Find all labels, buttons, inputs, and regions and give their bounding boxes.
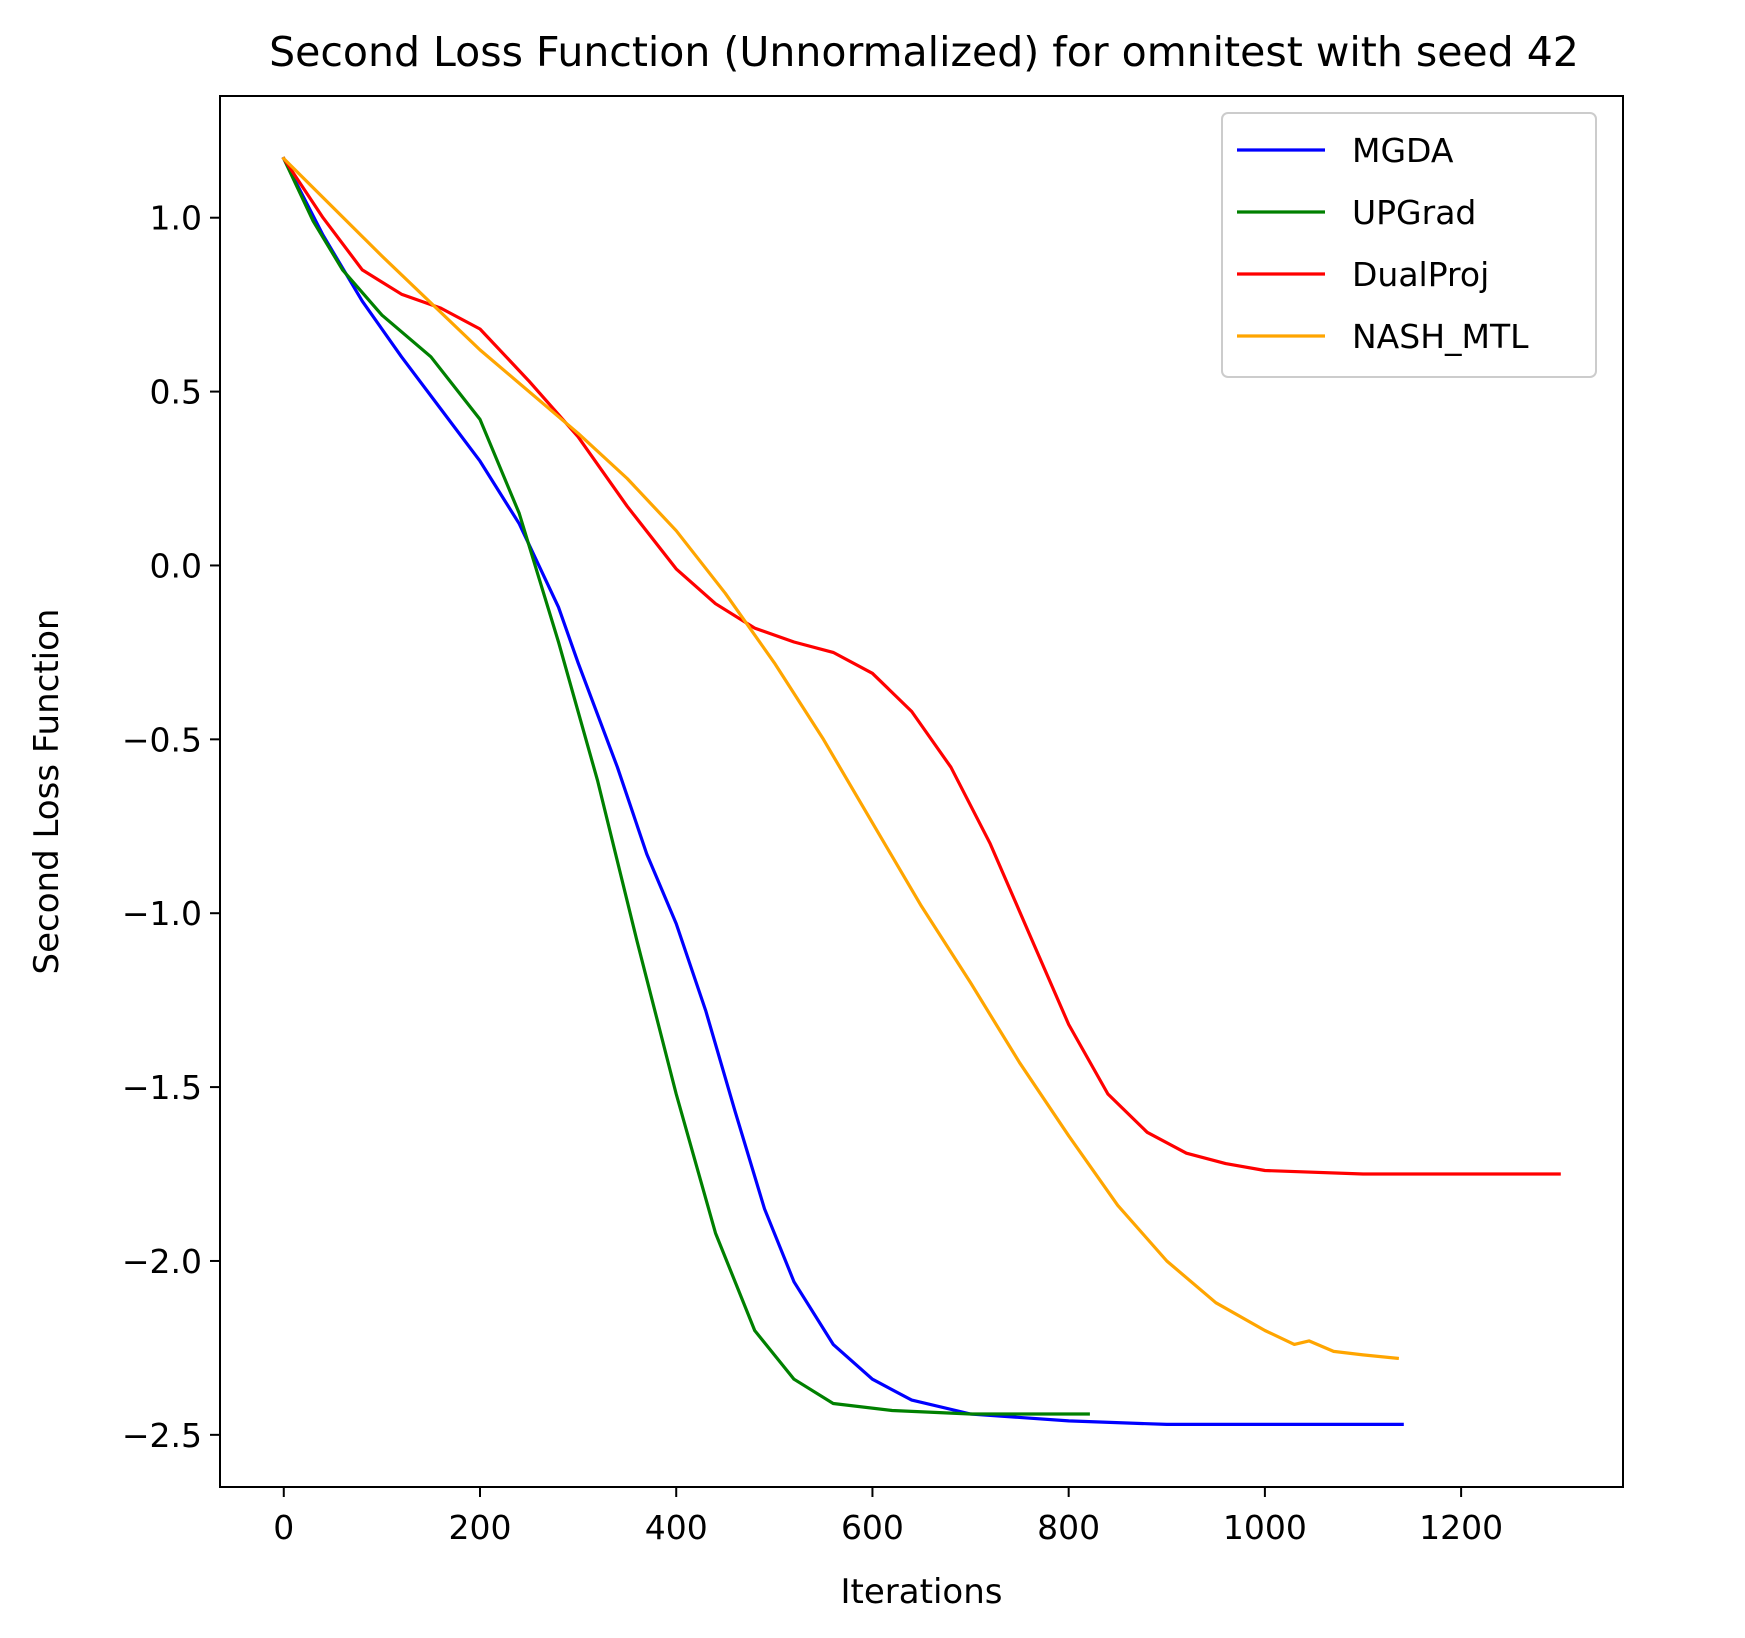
y-tick-label: 0.5: [150, 373, 202, 412]
x-tick-label: 0: [273, 1508, 294, 1547]
x-axis-label: Iterations: [841, 1572, 1003, 1612]
y-tick-label: −2.0: [122, 1242, 202, 1281]
y-tick-label: −2.5: [122, 1416, 202, 1455]
chart-title: Second Loss Function (Unnormalized) for …: [269, 28, 1579, 76]
x-axis: 0 200 400 600 800 1000 1200: [273, 1487, 1503, 1547]
legend-label-dualproj: DualProj: [1352, 255, 1489, 294]
x-tick-label: 1200: [1419, 1508, 1503, 1547]
series-line-dualproj: [281, 156, 1561, 1176]
plot-frame: [219, 95, 1624, 1488]
y-axis: 1.0 0.5 0.0 −0.5 −1.0 −1.5 −2.0 −2.5: [122, 199, 220, 1455]
legend-label-mgda: MGDA: [1352, 131, 1454, 170]
series-layer: [281, 156, 1561, 1426]
x-tick-label: 1000: [1223, 1508, 1307, 1547]
x-tick-label: 600: [841, 1508, 904, 1547]
legend-label-upgrad: UPGrad: [1352, 193, 1476, 232]
x-tick-label: 800: [1037, 1508, 1100, 1547]
y-tick-label: −1.5: [122, 1068, 202, 1107]
x-tick-label: 400: [645, 1508, 708, 1547]
legend-box: [1221, 112, 1597, 378]
series-line-upgrad: [281, 156, 1090, 1416]
y-tick-label: −1.0: [122, 894, 202, 933]
y-tick-label: 0.0: [150, 546, 202, 585]
y-tick-label: −0.5: [122, 720, 202, 759]
legend: MGDA UPGrad DualProj NASH_MTL: [1221, 112, 1597, 378]
y-tick-label: 1.0: [150, 199, 202, 238]
series-line-nash-mtl: [281, 156, 1400, 1361]
x-tick-label: 200: [448, 1508, 511, 1547]
y-axis-label: Second Loss Function: [27, 609, 67, 975]
legend-label-nash-mtl: NASH_MTL: [1352, 317, 1529, 356]
